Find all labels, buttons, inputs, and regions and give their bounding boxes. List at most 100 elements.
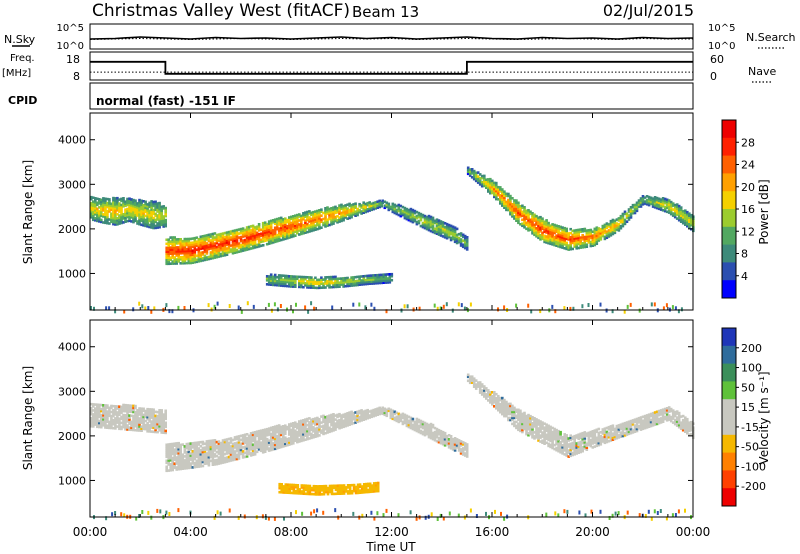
scatter-cell bbox=[308, 429, 311, 432]
scatter-cell bbox=[447, 438, 451, 441]
scatter-cell bbox=[523, 224, 526, 227]
scatter-cell bbox=[561, 446, 564, 449]
scatter-cell bbox=[360, 419, 363, 422]
scatter-cell bbox=[378, 199, 381, 203]
scatter-cell bbox=[197, 256, 201, 259]
scatter-cell bbox=[346, 276, 349, 280]
scatter-cell bbox=[132, 428, 135, 432]
scatter-cell bbox=[651, 205, 655, 208]
scatter-cell bbox=[249, 438, 253, 441]
scatter-cell bbox=[130, 202, 133, 205]
scatter-cell bbox=[350, 278, 353, 281]
scatter-cell bbox=[330, 221, 333, 224]
scatter-cell bbox=[263, 235, 267, 238]
scatter-cell bbox=[451, 227, 455, 231]
scatter-cell bbox=[247, 233, 251, 237]
scatter-cell bbox=[300, 423, 303, 427]
scatter-cell bbox=[165, 453, 168, 457]
scatter-cell bbox=[171, 250, 174, 253]
scatter-cell bbox=[441, 231, 445, 234]
scatter-cell bbox=[146, 213, 149, 216]
scatter-cell bbox=[421, 225, 425, 229]
scatter-cell bbox=[227, 242, 231, 246]
scatter-cell bbox=[132, 210, 135, 214]
scatter-cell bbox=[209, 233, 213, 236]
scatter-cell bbox=[118, 220, 121, 223]
scatter-cell bbox=[225, 456, 229, 459]
scatter-cell bbox=[152, 226, 155, 230]
scatter-cell bbox=[437, 432, 441, 436]
scatter-cell bbox=[102, 201, 105, 204]
scatter-cell bbox=[535, 217, 538, 220]
scatter-cell bbox=[480, 391, 484, 394]
scatter-cell bbox=[513, 199, 516, 202]
scatter-cell bbox=[332, 222, 335, 225]
scatter-cell bbox=[346, 213, 349, 216]
scatter-cell bbox=[164, 431, 167, 435]
scatter-cell bbox=[344, 416, 347, 420]
scatter-cell bbox=[332, 413, 335, 416]
scatter-cell bbox=[539, 238, 542, 241]
scatter-cell bbox=[128, 418, 131, 421]
scatter-cell bbox=[686, 220, 689, 224]
scatter-cell bbox=[661, 201, 665, 204]
scatter-cell bbox=[537, 220, 540, 224]
scatter-cell bbox=[449, 441, 453, 444]
scatter-cell bbox=[195, 254, 199, 258]
scatter-cell bbox=[547, 233, 550, 237]
scatter-cell bbox=[146, 421, 149, 425]
scatter-cell bbox=[427, 429, 431, 433]
scatter-cell bbox=[637, 205, 641, 208]
scatter-cell bbox=[468, 172, 472, 175]
scatter-cell bbox=[154, 220, 157, 224]
scatter-cell bbox=[489, 181, 492, 185]
scatter-cell bbox=[253, 433, 257, 436]
scatter-cell bbox=[122, 407, 125, 411]
scatter-cell bbox=[427, 431, 431, 435]
scatter-cell bbox=[104, 406, 107, 409]
scatter-cell bbox=[433, 221, 437, 225]
scatter-cell bbox=[511, 410, 514, 414]
scatter-cell bbox=[146, 211, 149, 214]
scatter-cell bbox=[100, 409, 103, 413]
scatter-cell bbox=[541, 431, 544, 434]
scatter-cell bbox=[187, 259, 191, 263]
scatter-cell bbox=[261, 442, 265, 446]
scatter-cell bbox=[326, 427, 329, 430]
scatter-cell bbox=[605, 224, 609, 227]
scatter-cell bbox=[269, 446, 273, 450]
scatter-cell bbox=[201, 247, 205, 250]
scatter-cell bbox=[150, 410, 153, 413]
scatter-cell bbox=[533, 215, 536, 219]
scatter-cell bbox=[245, 445, 249, 448]
scatter-cell bbox=[316, 280, 319, 284]
scatter-cell bbox=[247, 235, 251, 239]
scatter-cell bbox=[177, 254, 180, 257]
scatter-cell bbox=[563, 232, 566, 236]
scatter-cell bbox=[265, 279, 269, 282]
scatter-cell bbox=[203, 454, 207, 457]
scatter-cell bbox=[96, 215, 99, 219]
scatter-cell bbox=[96, 407, 99, 410]
scatter-cell bbox=[106, 424, 109, 427]
scatter-cell bbox=[684, 211, 687, 214]
scatter-cell bbox=[507, 410, 510, 414]
scatter-cell bbox=[577, 238, 580, 242]
scatter-cell bbox=[609, 221, 613, 225]
scatter-cell bbox=[308, 278, 311, 281]
scatter-cell bbox=[380, 281, 383, 285]
scatter-cell bbox=[136, 417, 139, 420]
scatter-cell bbox=[98, 403, 101, 407]
scatter-cell bbox=[185, 456, 189, 460]
scatter-cell bbox=[158, 411, 161, 414]
scatter-cell bbox=[643, 200, 647, 203]
scatter-cell bbox=[439, 433, 443, 437]
scatter-cell bbox=[181, 459, 185, 462]
scatter-cell bbox=[140, 199, 143, 203]
scatter-cell bbox=[495, 195, 498, 199]
scatter-cell bbox=[322, 278, 325, 281]
scatter-cell bbox=[362, 211, 365, 214]
scatter-cell bbox=[273, 232, 277, 236]
scatter-cell bbox=[372, 282, 375, 285]
scatter-cell bbox=[177, 449, 180, 453]
